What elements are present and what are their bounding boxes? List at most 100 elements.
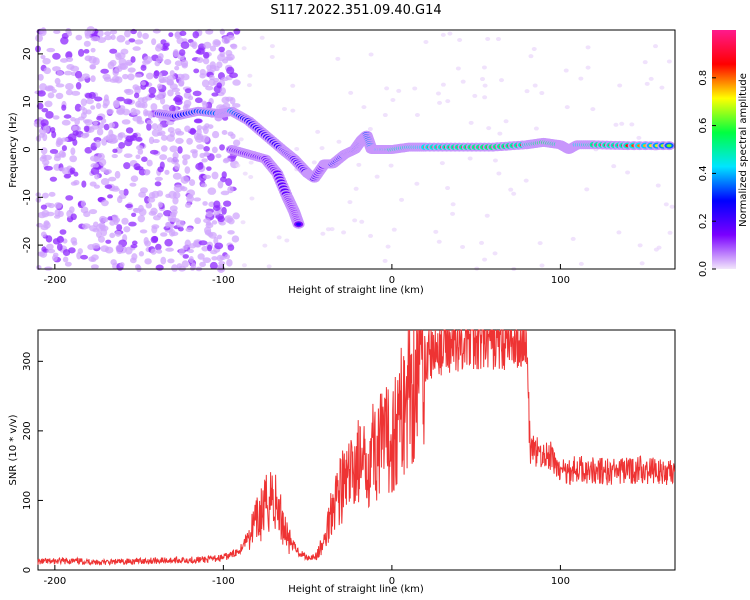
spectrogram-noise-point [216, 254, 224, 262]
spectrogram-noise-point [90, 36, 100, 42]
spectrogram-noise-point [248, 175, 254, 180]
spectrogram-noise-point [468, 120, 474, 125]
spectrogram-noise-point [132, 84, 140, 91]
spectrogram-noise-point [144, 110, 153, 116]
snr-panel: -200 -100 0 100 0 100 200 300 Height of straig… [8, 329, 676, 595]
spectrogram-noise-point [106, 108, 114, 115]
spectrogram-noise-point [175, 219, 185, 228]
spectrogram-noise-point [414, 112, 420, 117]
spectrogram-noise-point [178, 49, 186, 56]
spectrogram-noise-point [511, 191, 517, 196]
y-tick-label: 0 [22, 146, 33, 152]
spectrogram-noise-point [38, 133, 45, 138]
spectrogram-noise-point [80, 254, 89, 260]
spectrogram-noise-point [496, 171, 502, 176]
spectrogram-noise-point [578, 76, 584, 81]
spectrogram-noise-point [88, 208, 98, 215]
spectrogram-noise-point [163, 209, 172, 217]
spectrogram-noise-point [111, 75, 120, 83]
spectrogram-noise-point [60, 137, 69, 142]
spectrogram-noise-point [133, 163, 141, 171]
spectrogram-noise-point [202, 126, 209, 135]
colorbar-tick-label: 0.0 [698, 261, 709, 277]
spectrogram-noise-point [201, 79, 210, 88]
spectrogram-noise-point [65, 83, 74, 90]
spectrogram-noise-point [64, 261, 72, 267]
spectrogram-noise-point [211, 220, 218, 225]
spectrogram-noise-point [128, 221, 137, 227]
spectrogram-noise-point [235, 163, 241, 168]
spectrogram-noise-point [95, 139, 101, 148]
spectrogram-noise-point [90, 167, 100, 176]
spectrogram-noise-point [165, 247, 174, 252]
spectrogram-noise-point [183, 99, 192, 107]
spectrogram-noise-point [486, 126, 492, 131]
spectrogram-noise-point [138, 168, 147, 176]
spectrogram-noise-point [160, 145, 168, 152]
y-tick-label: -10 [22, 189, 33, 205]
spectrogram-noise-point [564, 105, 570, 110]
spectrogram-noise-point [83, 125, 90, 133]
spectrogram-noise-point [269, 54, 275, 59]
spectrogram-noise-point [196, 144, 204, 150]
spectrogram-noise-point [187, 193, 193, 200]
spectrogram-noise-point [232, 139, 241, 147]
spectrogram-noise-point [222, 158, 230, 164]
spectrogram-noise-point [185, 227, 194, 233]
spectrogram-noise-point [479, 77, 485, 82]
spectrogram-noise-point [171, 264, 179, 272]
spectrogram-noise-point [168, 228, 176, 237]
spectrogram-noise-point [43, 165, 53, 171]
spectrogram-noise-point [105, 134, 112, 142]
spectrogram-noise-point [70, 213, 77, 221]
spectrogram-noise-point [181, 154, 191, 160]
spectrogram-noise-point [439, 161, 445, 166]
spectrogram-noise-point [497, 131, 503, 136]
spectrogram-noise-point [336, 139, 342, 144]
spectrogram-noise-point [103, 123, 110, 131]
spectrogram-noise-point [508, 187, 514, 192]
spectrogram-noise-point [135, 136, 143, 142]
spectrogram-noise-point [184, 202, 192, 208]
x-tick-label: 100 [551, 275, 570, 286]
spectrogram-noise-point [151, 123, 159, 130]
spectrogram-noise-point [169, 104, 176, 113]
spectrogram-noise-point [137, 214, 146, 223]
spectrogram-noise-point [155, 45, 162, 52]
spectrogram-noise-point [47, 248, 56, 254]
y-tick-label: 100 [22, 491, 33, 510]
spectrogram-noise-point [167, 126, 175, 133]
x-tick-label: 100 [551, 576, 570, 587]
spectrogram-noise-point [202, 201, 208, 206]
spectrogram-noise-point [482, 95, 488, 100]
spectrogram-noise-point [524, 89, 530, 94]
spectrogram-noise-point [435, 91, 441, 96]
spectrogram-noise-point [100, 178, 110, 186]
spectrogram-noise-point [97, 37, 107, 43]
spectrogram-noise-point [168, 32, 174, 38]
spectrogram-noise-point [84, 32, 91, 39]
spectrogram-noise-point [125, 203, 133, 209]
spectrogram-noise-point [84, 92, 93, 99]
spectrogram-noise-point [531, 46, 537, 51]
spectrogram-noise-point [118, 190, 125, 195]
spectrogram-noise-point [127, 73, 135, 81]
spectrogram-noise-point [111, 153, 118, 159]
spectrogram-noise-point [134, 39, 144, 45]
spectrogram-noise-point [232, 79, 241, 86]
spectrogram-noise-point [100, 199, 109, 207]
spectrogram-noise-point [111, 214, 119, 221]
spectrogram-noise-point [77, 77, 84, 82]
spectrogram-noise-point [150, 235, 159, 244]
spectrogram-noise-point [146, 159, 153, 167]
spectrogram-noise-point [492, 158, 498, 163]
spectrogram-noise-point [62, 249, 71, 257]
spectrogram-noise-point [172, 197, 179, 205]
colorbar-tick-label: 0.6 [698, 118, 709, 134]
spectrogram-noise-point [49, 176, 58, 182]
spectrogram-noise-point [384, 86, 390, 91]
spectrogram-noise-point [152, 28, 161, 34]
spectrogram-noise-point [213, 200, 221, 208]
spectrogram-noise-point [90, 264, 99, 270]
y-tick-label: -20 [22, 237, 33, 253]
